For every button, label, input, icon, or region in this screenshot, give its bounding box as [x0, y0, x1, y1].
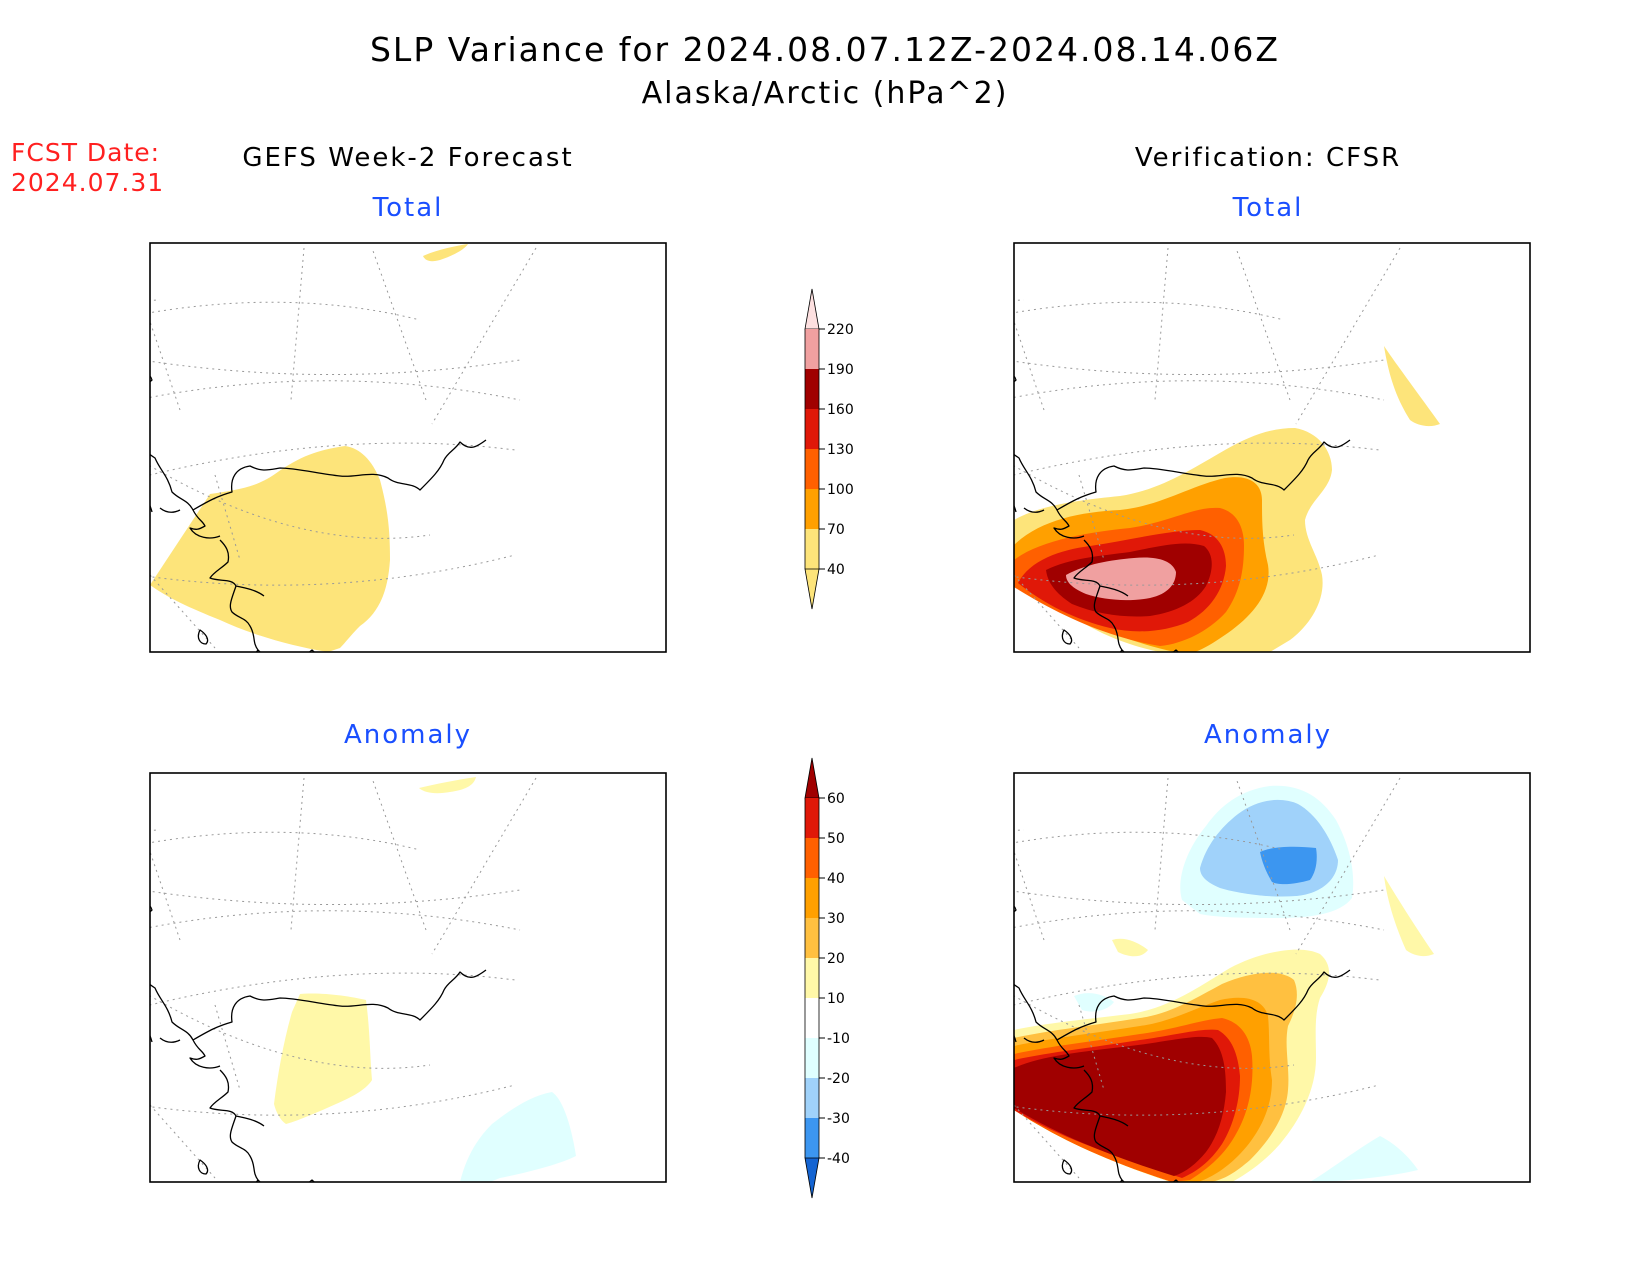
anomaly-colorbar-block	[805, 1038, 819, 1078]
forecast-column-heading: GEFS Week-2 Forecast	[242, 143, 574, 173]
total-colorbar-block	[805, 529, 819, 569]
anomaly-colorbar-tick-label: -10	[827, 1031, 850, 1047]
anomaly-colorbar-block	[805, 878, 819, 918]
total-colorbar-tick-label: 190	[827, 362, 854, 378]
anomaly-colorbar-tick-label: 60	[827, 791, 845, 807]
total-colorbar-tick-label: 160	[827, 402, 854, 418]
total-colorbar-bottom-triangle	[804, 568, 820, 610]
anomaly-colorbar: 60 50 40 30 20 10 -10 -20 -30 -40	[804, 757, 850, 1199]
forecast-anomaly-region-positive	[274, 993, 372, 1124]
fcst-date-value: 2024.07.31	[11, 168, 165, 197]
total-colorbar: 220 190 160 130 100 70 40	[804, 288, 854, 610]
verification-total-title: Total	[1232, 193, 1304, 223]
forecast-anomaly-map	[149, 772, 667, 1183]
verification-anomaly-region-pos10-ne	[1384, 876, 1434, 957]
forecast-total-region-west	[150, 446, 390, 652]
total-colorbar-block	[805, 369, 819, 409]
main-subtitle: Alaska/Arctic (hPa^2)	[641, 76, 1009, 111]
anomaly-colorbar-block	[805, 958, 819, 998]
anomaly-colorbar-tick-label: 10	[827, 991, 845, 1007]
forecast-total-map	[149, 242, 667, 653]
forecast-anomaly-title: Anomaly	[343, 720, 473, 750]
verification-anomaly-region-pos60	[1014, 1036, 1226, 1176]
anomaly-colorbar-block	[805, 838, 819, 878]
main-title: SLP Variance for 2024.08.07.12Z-2024.08.…	[369, 30, 1281, 69]
verification-anomaly-map	[1013, 772, 1531, 1183]
verification-total-map	[1013, 242, 1531, 653]
anomaly-colorbar-tick-label: 40	[827, 871, 845, 887]
anomaly-colorbar-top-triangle	[804, 757, 820, 799]
verification-total-region-190	[1066, 557, 1176, 601]
forecast-anomaly-region-north	[419, 777, 476, 794]
fcst-date-label: FCST Date:	[11, 138, 161, 167]
anomaly-colorbar-block	[805, 798, 819, 838]
verification-anomaly-region-neg10-se	[1310, 1136, 1418, 1182]
verification-total-frame	[1013, 242, 1531, 653]
total-colorbar-tick-label: 130	[827, 442, 854, 458]
forecast-total-frame	[149, 242, 667, 653]
forecast-anomaly-frame	[149, 772, 667, 1183]
verification-anomaly-region-neg30	[1260, 846, 1317, 885]
verification-total-region-40-ne	[1384, 346, 1440, 427]
anomaly-colorbar-tick-label: 20	[827, 951, 845, 967]
anomaly-colorbar-tick-label: 50	[827, 831, 845, 847]
anomaly-colorbar-block	[805, 1118, 819, 1158]
anomaly-colorbar-tick-label: -20	[827, 1071, 850, 1087]
total-colorbar-block	[805, 409, 819, 449]
forecast-anomaly-region-negative	[460, 1092, 576, 1182]
total-colorbar-block	[805, 489, 819, 529]
forecast-total-region-north	[423, 244, 468, 262]
total-colorbar-tick-label: 40	[827, 562, 845, 578]
anomaly-colorbar-tick-label: -40	[827, 1151, 850, 1167]
verification-anomaly-title: Anomaly	[1203, 720, 1333, 750]
total-colorbar-top-triangle	[804, 288, 820, 330]
total-colorbar-tick-label: 220	[827, 322, 854, 338]
verification-anomaly-region-pos10-nw	[1112, 938, 1148, 957]
anomaly-colorbar-tick-label: -30	[827, 1111, 850, 1127]
forecast-total-title: Total	[372, 193, 444, 223]
anomaly-colorbar-bottom-triangle	[804, 1157, 820, 1199]
anomaly-colorbar-block	[805, 1078, 819, 1118]
total-colorbar-tick-label: 100	[827, 482, 854, 498]
verification-column-heading: Verification: CFSR	[1134, 143, 1402, 173]
verification-anomaly-region-neg10-west	[1074, 993, 1114, 1012]
anomaly-colorbar-tick-label: 30	[827, 911, 845, 927]
verification-anomaly-frame	[1013, 772, 1531, 1183]
total-colorbar-block	[805, 449, 819, 489]
anomaly-colorbar-outline	[804, 798, 820, 1158]
anomaly-colorbar-block	[805, 918, 819, 958]
total-colorbar-tick-label: 70	[827, 522, 845, 538]
anomaly-colorbar-block	[805, 998, 819, 1038]
total-colorbar-block	[805, 329, 819, 369]
